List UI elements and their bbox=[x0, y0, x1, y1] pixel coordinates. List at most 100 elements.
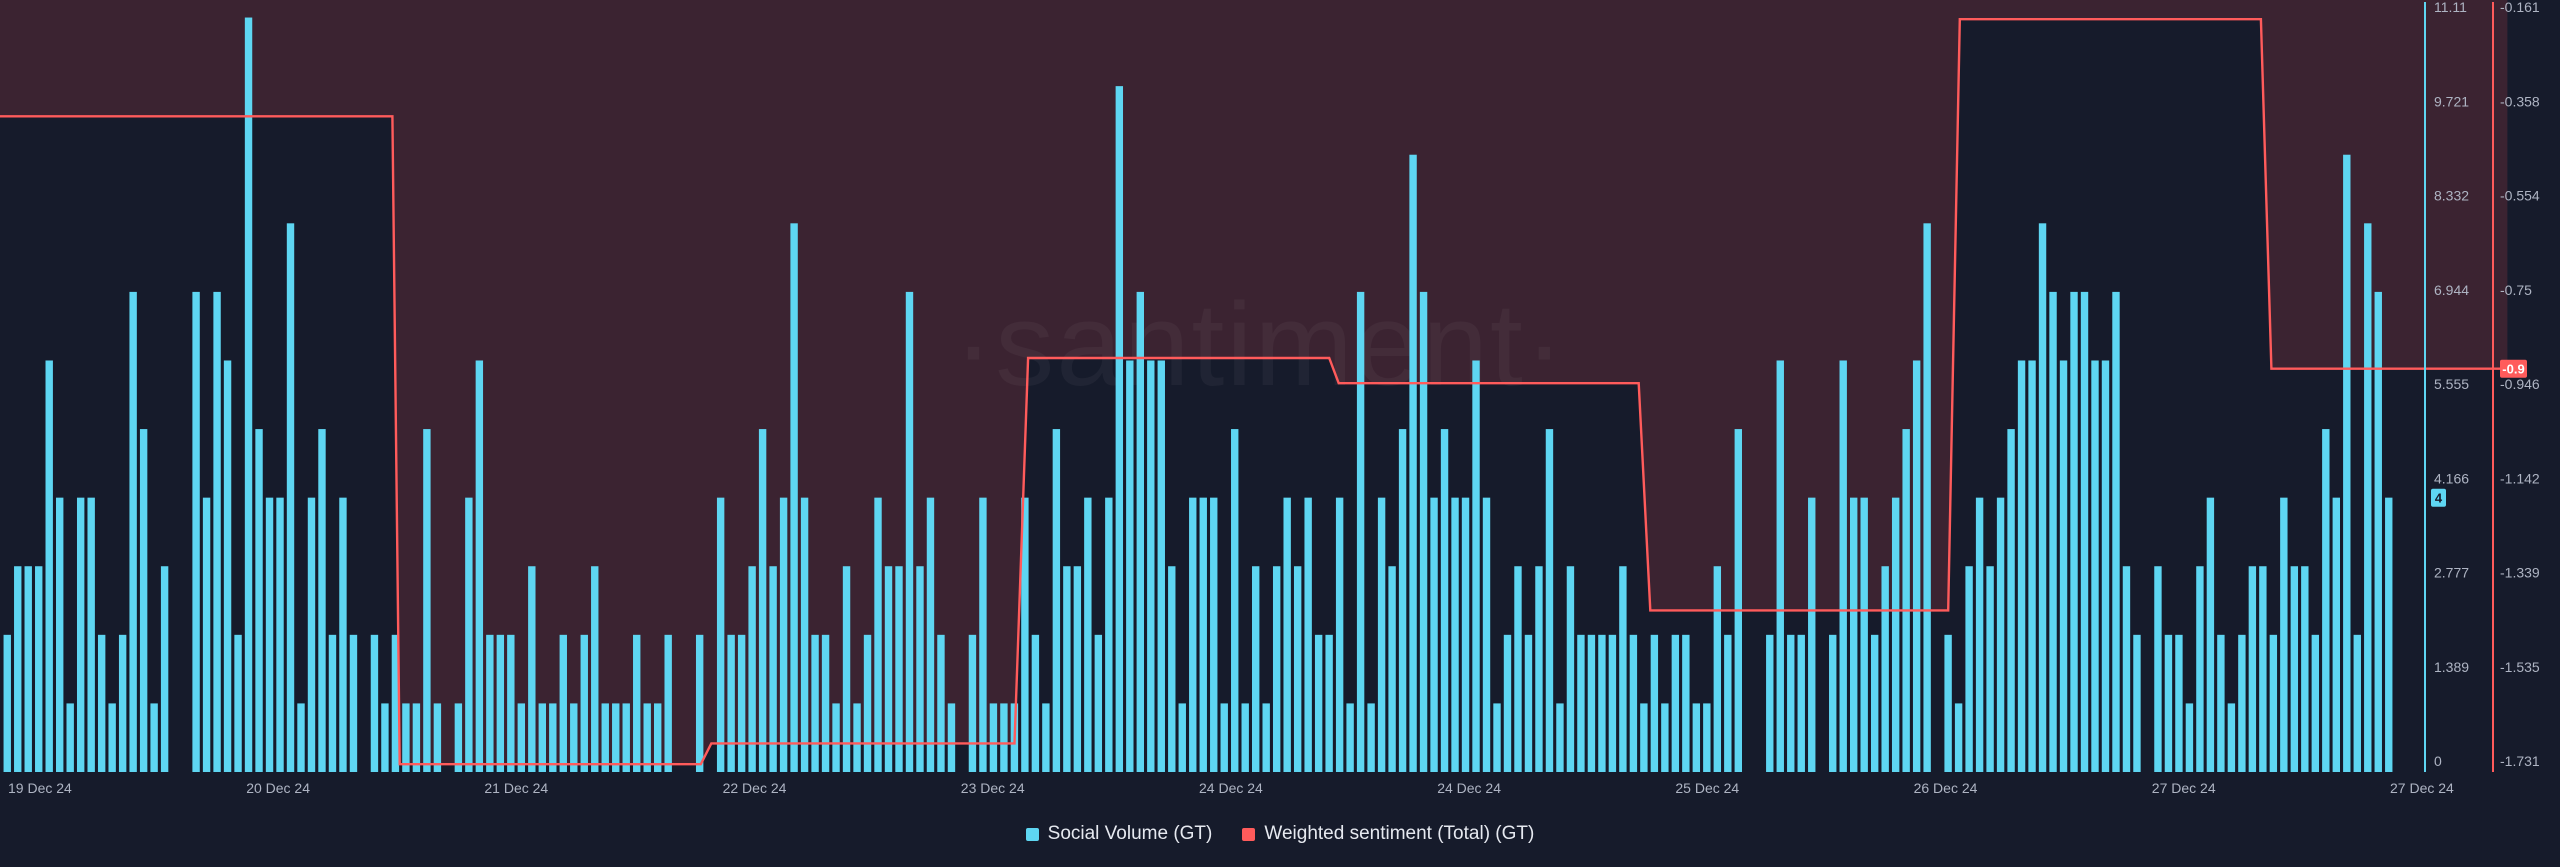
volume-bar bbox=[1199, 497, 1207, 772]
volume-bar bbox=[1346, 703, 1354, 772]
volume-bar bbox=[1042, 703, 1050, 772]
x-axis-tick-label: 23 Dec 24 bbox=[961, 780, 1025, 796]
volume-bar bbox=[2101, 360, 2110, 772]
volume-bar bbox=[1210, 497, 1218, 772]
volume-bar bbox=[769, 566, 777, 772]
volume-bar bbox=[381, 703, 389, 772]
volume-bar bbox=[1996, 497, 2005, 772]
volume-bar bbox=[118, 634, 127, 772]
volume-bar bbox=[1545, 429, 1554, 772]
volume-bar bbox=[601, 703, 609, 772]
volume-bar bbox=[1356, 291, 1365, 772]
volume-bar bbox=[654, 703, 662, 772]
volume-bar bbox=[1703, 703, 1711, 772]
volume-bar bbox=[1482, 497, 1491, 772]
volume-bar bbox=[2133, 634, 2141, 772]
volume-bar bbox=[1954, 703, 1963, 772]
volume-bar bbox=[1650, 634, 1659, 772]
volume-bar bbox=[570, 703, 578, 772]
volume-bar bbox=[297, 703, 305, 772]
volume-bar bbox=[139, 429, 148, 772]
volume-bar bbox=[2301, 566, 2309, 772]
legend-item-weighted-sentiment[interactable]: Weighted sentiment (Total) (GT) bbox=[1242, 823, 1534, 845]
volume-bar bbox=[496, 634, 505, 772]
volume-bar bbox=[1598, 634, 1606, 772]
sentiment-axis-tick-label: -0.161 bbox=[2500, 0, 2540, 15]
volume-bar bbox=[842, 566, 851, 772]
volume-bar bbox=[265, 497, 274, 772]
volume-bar bbox=[2175, 634, 2183, 772]
volume-bar bbox=[1766, 634, 1774, 772]
volume-bar bbox=[1870, 634, 1879, 772]
sentiment-axis-tick-label: -0.75 bbox=[2500, 282, 2532, 298]
volume-bar bbox=[1965, 566, 1973, 772]
volume-bar bbox=[2385, 497, 2393, 772]
volume-bar bbox=[1503, 634, 1512, 772]
social-volume-swatch bbox=[1025, 827, 1039, 841]
volume-bar bbox=[1661, 703, 1669, 772]
volume-bar bbox=[45, 360, 53, 772]
volume-bar bbox=[1398, 429, 1407, 772]
x-axis-tick-label: 27 Dec 24 bbox=[2152, 780, 2216, 796]
volume-bar bbox=[24, 566, 32, 772]
volume-current-value: 4 bbox=[2435, 491, 2443, 506]
x-axis-tick-label: 26 Dec 24 bbox=[1914, 780, 1978, 796]
volume-bar bbox=[1566, 566, 1575, 772]
volume-bar bbox=[1640, 703, 1648, 772]
volume-bar bbox=[66, 703, 74, 772]
volume-bar bbox=[1430, 497, 1438, 772]
volume-bar bbox=[1881, 566, 1889, 772]
volume-bar bbox=[35, 566, 43, 772]
volume-bar bbox=[202, 497, 211, 772]
volume-bar bbox=[2122, 566, 2131, 772]
volume-bar bbox=[486, 634, 494, 772]
volume-bar bbox=[821, 634, 830, 772]
volume-bar bbox=[3, 634, 11, 772]
volume-bar bbox=[1021, 497, 1029, 772]
volume-bar bbox=[244, 17, 253, 773]
volume-axis-tick-label: 8.332 bbox=[2434, 188, 2469, 204]
volume-bar bbox=[2196, 566, 2204, 772]
volume-bar bbox=[1724, 634, 1732, 772]
volume-bar bbox=[1157, 360, 1165, 772]
volume-axis-tick-label: 6.944 bbox=[2434, 282, 2469, 298]
sentiment-axis-tick-label: -0.946 bbox=[2500, 376, 2540, 392]
chart-legend: Social Volume (GT) Weighted sentiment (T… bbox=[0, 820, 2560, 848]
volume-bar bbox=[507, 634, 515, 772]
volume-bar bbox=[1084, 497, 1092, 772]
volume-bar bbox=[370, 634, 379, 772]
volume-bar bbox=[1912, 360, 1921, 772]
volume-bar bbox=[1126, 360, 1134, 772]
volume-bar bbox=[580, 634, 588, 772]
volume-bar bbox=[14, 566, 22, 772]
sentiment-axis-ticks-group: -0.161 -0.358 -0.554 -0.75 -0.946 -1.142 -1.33… bbox=[2500, 0, 2540, 769]
volume-bar bbox=[727, 634, 735, 772]
volume-bar bbox=[2049, 291, 2057, 772]
chart-svg: ·santiment· 19 Dec 24 20 Dec 24 21 Dec 24 2… bbox=[0, 0, 2540, 796]
santiment-watermark: ·santiment· bbox=[954, 279, 1566, 411]
volume-bar bbox=[1147, 360, 1155, 772]
volume-bar bbox=[779, 497, 788, 772]
volume-bar bbox=[2353, 634, 2361, 772]
volume-bar bbox=[1629, 634, 1638, 772]
volume-bar bbox=[2080, 291, 2089, 772]
volume-bar bbox=[2322, 429, 2330, 772]
volume-bar bbox=[716, 497, 725, 772]
volume-bar bbox=[1923, 223, 1931, 772]
volume-bar bbox=[612, 703, 620, 772]
volume-bar bbox=[454, 703, 463, 772]
volume-bar bbox=[76, 497, 85, 772]
volume-bar bbox=[1461, 497, 1470, 772]
volume-bar bbox=[790, 223, 798, 772]
x-axis-tick-label: 27 Dec 24 bbox=[2390, 780, 2454, 796]
volume-bar bbox=[538, 703, 546, 772]
volume-bar bbox=[2269, 634, 2278, 772]
volume-bar bbox=[853, 703, 861, 772]
volume-bar bbox=[947, 703, 956, 772]
legend-item-social-volume[interactable]: Social Volume (GT) bbox=[1025, 823, 1212, 845]
volume-bar bbox=[1524, 634, 1533, 772]
volume-axis-tick-label: 2.777 bbox=[2434, 565, 2469, 581]
volume-axis-tick-label: 0 bbox=[2434, 753, 2442, 769]
weighted-sentiment-swatch bbox=[1242, 827, 1256, 841]
volume-bar bbox=[1262, 703, 1270, 772]
